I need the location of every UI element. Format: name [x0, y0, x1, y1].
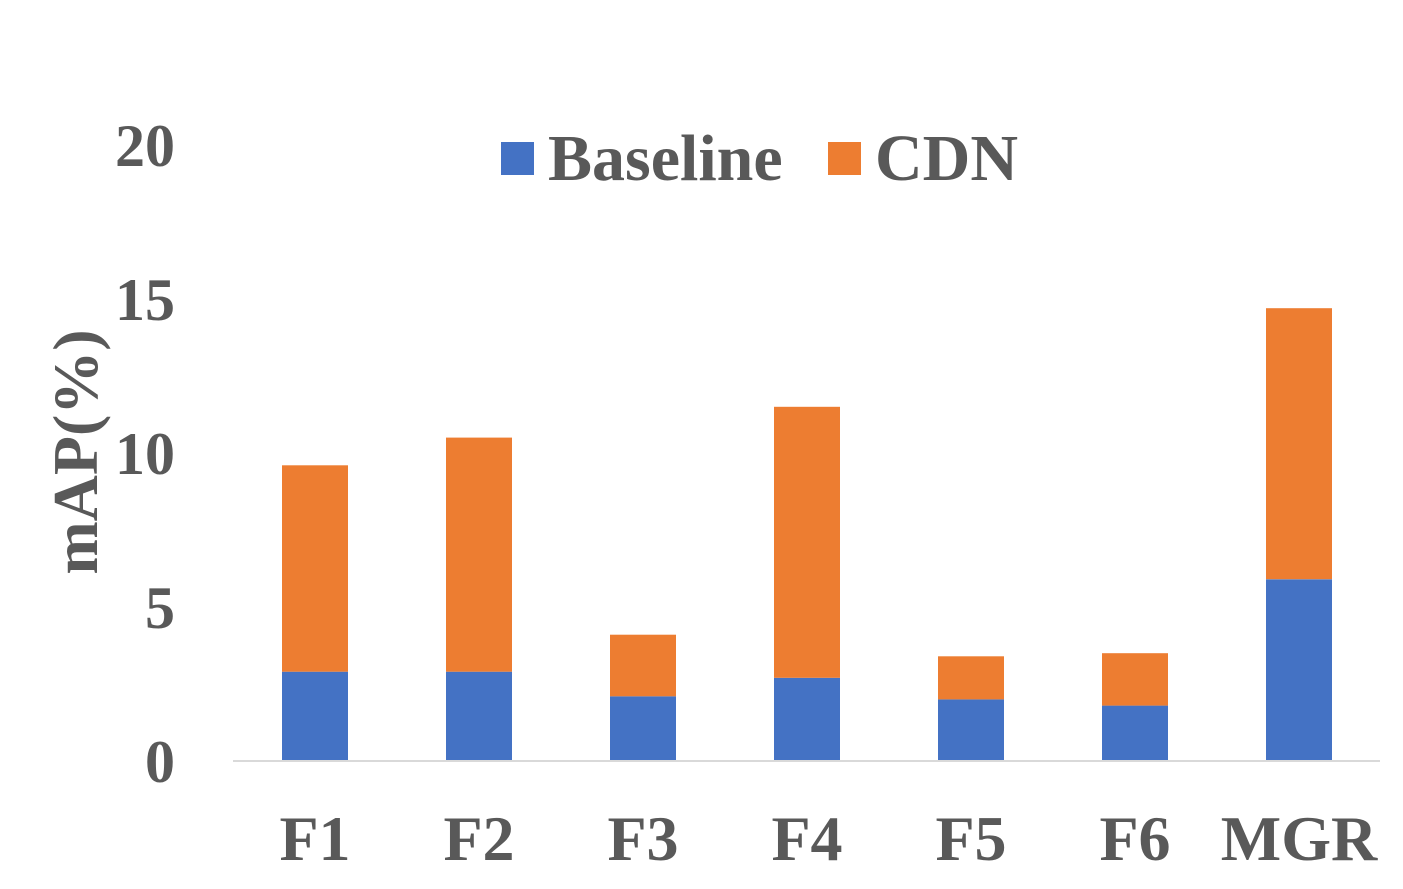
y-tick-label: 5	[145, 575, 175, 641]
bar-baseline-f3	[610, 696, 676, 761]
bar-cdn-f4	[774, 406, 840, 678]
y-tick-labels: 0 5 10 15 20	[115, 113, 175, 795]
x-tick-label: F3	[607, 803, 678, 874]
bar-baseline-f6	[1102, 705, 1168, 761]
x-tick-label: F5	[935, 803, 1006, 874]
legend-swatch-baseline	[501, 142, 534, 175]
bar-baseline-f2	[446, 671, 512, 761]
legend-swatch-cdn	[828, 142, 861, 175]
y-tick-label: 15	[115, 267, 175, 333]
bar-cdn-f2	[446, 437, 512, 672]
y-tick-label: 10	[115, 421, 175, 487]
bars-group	[282, 308, 1332, 761]
x-tick-label: F2	[443, 803, 514, 874]
x-tick-labels: F1 F2 F3 F4 F5 F6 MGR	[279, 803, 1378, 874]
bar-cdn-f5	[938, 656, 1004, 700]
bar-cdn-f3	[610, 634, 676, 697]
bar-baseline-f1	[282, 671, 348, 761]
legend-label-cdn: CDN	[875, 122, 1018, 195]
legend: Baseline CDN	[501, 122, 1018, 195]
bar-baseline-f4	[774, 677, 840, 761]
x-tick-label: MGR	[1221, 803, 1378, 874]
y-tick-label: 0	[145, 729, 175, 795]
bar-cdn-f6	[1102, 653, 1168, 706]
x-tick-label: F6	[1099, 803, 1170, 874]
legend-label-baseline: Baseline	[548, 122, 783, 195]
x-tick-label: F1	[279, 803, 350, 874]
bar-cdn-f1	[282, 465, 348, 672]
x-tick-label: F4	[771, 803, 842, 874]
y-axis-title: mAP(%)	[40, 329, 111, 574]
bar-cdn-mgr	[1266, 308, 1332, 580]
y-tick-label: 20	[115, 113, 175, 179]
bar-baseline-f5	[938, 699, 1004, 761]
bar-baseline-mgr	[1266, 579, 1332, 761]
